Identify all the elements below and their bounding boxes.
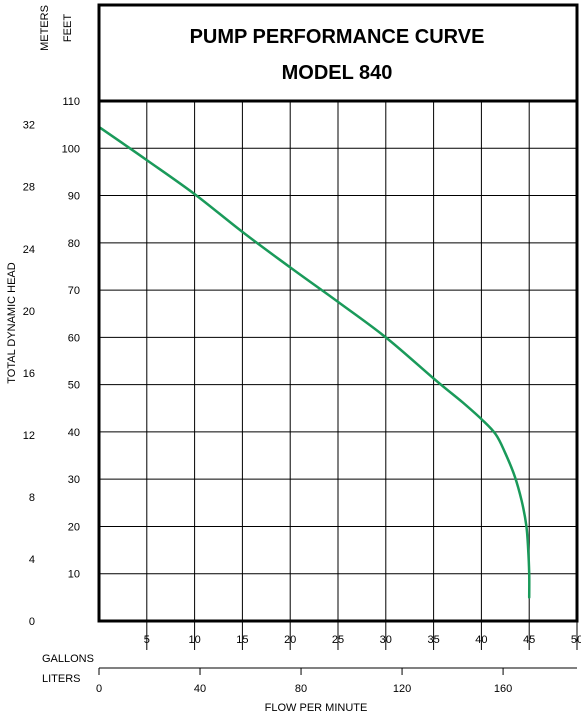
y-secondary-tick-label: 24 [23, 244, 35, 256]
y-secondary-tick-label: 32 [23, 120, 35, 132]
x-primary-tick-label: 25 [332, 634, 344, 646]
y-secondary-unit-label: METERS [39, 5, 51, 51]
y-primary-tick-label: 90 [68, 191, 80, 203]
y-primary-tick-label: 70 [68, 285, 80, 297]
y-secondary-tick-label: 16 [23, 368, 35, 380]
grid-lines [99, 101, 577, 621]
y-secondary-tick-label: 8 [29, 492, 35, 504]
x-primary-tick-label: 10 [188, 634, 200, 646]
x-primary-unit-label: GALLONS [42, 653, 94, 665]
x-primary-tick-label: 35 [427, 634, 439, 646]
x-axis-title: FLOW PER MINUTE [265, 702, 368, 714]
x-secondary-tick-label: 120 [393, 683, 411, 695]
y-primary-ticks: 110 100 90 80 70 60 50 40 30 20 10 [62, 96, 80, 581]
x-secondary-tick-label: 40 [194, 683, 206, 695]
y-primary-tick-label: 100 [62, 143, 80, 155]
x-primary-tick-label: 5 [144, 634, 150, 646]
x-primary-tick-label: 30 [380, 634, 392, 646]
x-secondary-unit-label: LITERS [42, 673, 81, 685]
x-secondary-tick-label: 160 [494, 683, 512, 695]
x-primary-ticks: 5 10 15 20 25 30 35 40 45 50 [144, 621, 581, 650]
y-axis-title: TOTAL DYNAMIC HEAD [6, 262, 18, 383]
x-primary-tick-label: 15 [236, 634, 248, 646]
y-primary-tick-label: 40 [68, 427, 80, 439]
title-box [97, 3, 579, 103]
y-secondary-tick-label: 4 [29, 554, 35, 566]
series-layer [97, 125, 531, 599]
x-secondary-tick-label: 0 [96, 683, 102, 695]
pump-curve-line [97, 125, 531, 599]
chart-title: PUMP PERFORMANCE CURVE [190, 26, 485, 48]
y-primary-tick-label: 30 [68, 474, 80, 486]
y-primary-unit-label: FEET [62, 14, 74, 42]
x-secondary-tick-label: 80 [295, 683, 307, 695]
y-secondary-ticks: 32 28 24 20 16 12 8 4 0 [23, 120, 35, 628]
y-secondary-tick-label: 20 [23, 306, 35, 318]
x-primary-tick-label: 45 [523, 634, 535, 646]
y-primary-tick-label: 20 [68, 521, 80, 533]
y-primary-tick-label: 80 [68, 238, 80, 250]
y-secondary-tick-label: 12 [23, 430, 35, 442]
x-secondary-ticks: 0 40 80 120 160 [96, 668, 512, 695]
y-secondary-tick-label: 0 [29, 616, 35, 628]
y-primary-tick-label: 10 [68, 569, 80, 581]
y-secondary-tick-label: 28 [23, 182, 35, 194]
y-primary-tick-label: 60 [68, 332, 80, 344]
x-primary-tick-label: 20 [284, 634, 296, 646]
chart-subtitle: MODEL 840 [282, 62, 393, 84]
y-primary-tick-label: 110 [62, 96, 80, 108]
plot-frame [97, 99, 579, 623]
y-primary-tick-label: 50 [68, 380, 80, 392]
x-primary-tick-label: 50 [571, 634, 581, 646]
x-primary-tick-label: 40 [475, 634, 487, 646]
